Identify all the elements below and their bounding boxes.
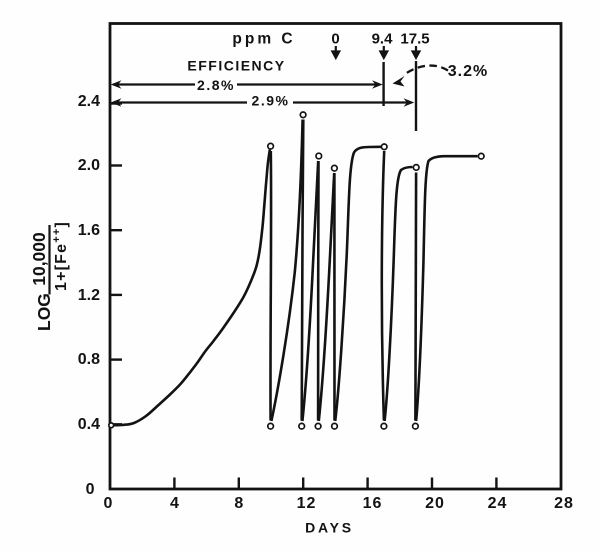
svg-text:1+[Fe++]: 1+[Fe++] <box>51 221 70 291</box>
svg-text:0.4: 0.4 <box>78 416 100 433</box>
svg-text:0.8: 0.8 <box>78 351 100 368</box>
svg-text:28: 28 <box>554 495 574 512</box>
svg-text:0: 0 <box>331 31 339 48</box>
svg-text:24: 24 <box>488 495 508 512</box>
svg-text:0: 0 <box>104 495 113 512</box>
svg-text:4: 4 <box>170 495 179 512</box>
svg-text:9.4: 9.4 <box>372 31 394 48</box>
svg-text:2.4: 2.4 <box>78 93 100 110</box>
svg-text:EFFICIENCY: EFFICIENCY <box>187 58 285 74</box>
svg-text:1.6: 1.6 <box>78 222 100 239</box>
svg-text:2.8%: 2.8% <box>197 77 235 93</box>
svg-text:3.2%: 3.2% <box>448 63 488 80</box>
svg-text:ppm C: ppm C <box>232 31 295 48</box>
svg-text:0: 0 <box>86 481 95 498</box>
svg-text:8: 8 <box>234 495 243 512</box>
svg-text:2.0: 2.0 <box>78 157 100 174</box>
svg-text:20: 20 <box>425 495 445 512</box>
svg-text:DAYS: DAYS <box>305 520 354 536</box>
svg-text:17.5: 17.5 <box>400 31 429 48</box>
svg-text:LOG: LOG <box>34 293 54 331</box>
svg-text:1.2: 1.2 <box>78 287 100 304</box>
svg-text:10,000: 10,000 <box>29 232 49 286</box>
svg-text:12: 12 <box>297 495 317 512</box>
svg-text:2.9%: 2.9% <box>252 93 290 109</box>
svg-text:16: 16 <box>363 495 383 512</box>
